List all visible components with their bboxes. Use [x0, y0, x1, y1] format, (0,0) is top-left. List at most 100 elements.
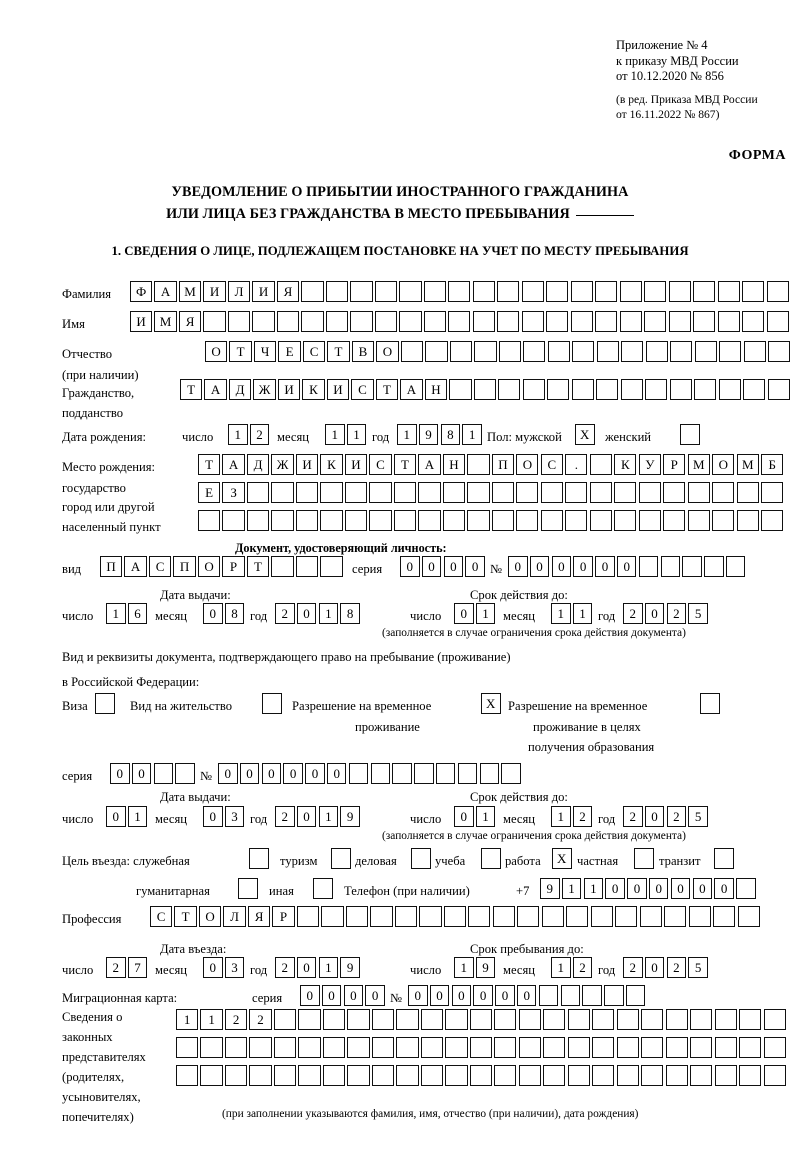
char-box[interactable]: Т: [174, 906, 197, 927]
char-box[interactable]: [392, 763, 412, 784]
checkbox-purpose-transit[interactable]: [714, 848, 736, 869]
char-box[interactable]: М: [736, 454, 759, 475]
char-box[interactable]: [736, 510, 759, 531]
char-box[interactable]: [393, 510, 417, 531]
char-box[interactable]: [522, 379, 545, 400]
char-box[interactable]: Н: [442, 454, 466, 475]
char-box[interactable]: [467, 510, 490, 531]
char-box[interactable]: [546, 311, 569, 332]
char-box[interactable]: [399, 311, 422, 332]
char-box[interactable]: [296, 906, 320, 927]
char-box[interactable]: [714, 1037, 737, 1058]
char-box[interactable]: [301, 281, 324, 302]
char-box[interactable]: [348, 763, 369, 784]
char-box[interactable]: 1: [475, 806, 496, 827]
char-box[interactable]: 1: [572, 603, 593, 624]
char-box[interactable]: [590, 906, 613, 927]
char-box[interactable]: 2: [666, 806, 687, 827]
char-box[interactable]: [596, 379, 619, 400]
char-box[interactable]: 0: [203, 603, 223, 624]
char-box[interactable]: X: [481, 693, 501, 714]
char-box[interactable]: [494, 1065, 517, 1086]
char-box[interactable]: [491, 510, 514, 531]
char-box[interactable]: [435, 763, 456, 784]
checkbox-purpose-tourism[interactable]: [331, 848, 353, 869]
char-box[interactable]: [766, 281, 789, 302]
char-box[interactable]: [273, 1065, 297, 1086]
char-box[interactable]: 1: [346, 424, 367, 445]
char-box[interactable]: 0: [529, 556, 550, 577]
char-box[interactable]: [445, 1037, 468, 1058]
char-box[interactable]: [322, 1037, 346, 1058]
char-box[interactable]: [693, 311, 716, 332]
char-box[interactable]: О: [712, 454, 735, 475]
char-box[interactable]: [682, 556, 702, 577]
char-box[interactable]: А: [154, 281, 177, 302]
char-box[interactable]: 1: [551, 806, 571, 827]
char-box[interactable]: 0: [644, 957, 665, 978]
char-box[interactable]: [200, 1037, 223, 1058]
char-box[interactable]: 0: [296, 603, 317, 624]
checkbox-purpose-study[interactable]: [481, 848, 503, 869]
char-box[interactable]: [644, 311, 667, 332]
checkbox-residence-permit[interactable]: [262, 693, 284, 714]
char-box[interactable]: 0: [283, 763, 303, 784]
char-box[interactable]: 2: [106, 957, 126, 978]
char-box[interactable]: [543, 1009, 566, 1030]
char-box[interactable]: А: [124, 556, 147, 577]
char-box[interactable]: [474, 341, 497, 362]
char-box[interactable]: [295, 510, 319, 531]
checkbox-purpose-business[interactable]: [411, 848, 433, 869]
char-box[interactable]: [411, 848, 431, 869]
char-box[interactable]: [620, 379, 643, 400]
char-box[interactable]: [690, 1037, 713, 1058]
char-box[interactable]: 2: [623, 957, 643, 978]
char-box[interactable]: [638, 482, 661, 503]
char-box[interactable]: Ф: [130, 281, 153, 302]
char-box[interactable]: 1: [200, 1009, 223, 1030]
char-box[interactable]: [497, 281, 520, 302]
char-box[interactable]: [547, 379, 570, 400]
checkbox-purpose-work[interactable]: X: [552, 848, 574, 869]
char-box[interactable]: [203, 311, 226, 332]
field-birth-place-row-3[interactable]: [198, 510, 786, 531]
char-box[interactable]: [589, 510, 612, 531]
char-box[interactable]: 2: [275, 603, 295, 624]
char-box[interactable]: [665, 1065, 688, 1086]
char-box[interactable]: [393, 482, 417, 503]
char-box[interactable]: [767, 379, 790, 400]
char-box[interactable]: [249, 848, 269, 869]
char-box[interactable]: [396, 1037, 419, 1058]
char-box[interactable]: [423, 281, 446, 302]
char-box[interactable]: [481, 848, 501, 869]
char-box[interactable]: 2: [666, 603, 687, 624]
char-box[interactable]: [567, 1037, 590, 1058]
char-box[interactable]: [596, 341, 619, 362]
char-box[interactable]: [736, 878, 756, 899]
char-box[interactable]: [766, 311, 789, 332]
char-box[interactable]: [589, 454, 612, 475]
char-box[interactable]: [616, 1065, 639, 1086]
char-box[interactable]: Ч: [253, 341, 277, 362]
char-box[interactable]: [271, 482, 294, 503]
char-box[interactable]: X: [575, 424, 595, 445]
char-box[interactable]: 8: [224, 603, 245, 624]
char-box[interactable]: [518, 1009, 541, 1030]
char-box[interactable]: Ж: [271, 454, 294, 475]
char-box[interactable]: С: [540, 454, 563, 475]
char-box[interactable]: 0: [300, 985, 320, 1006]
char-box[interactable]: [238, 878, 258, 899]
char-box[interactable]: 3: [224, 957, 245, 978]
char-box[interactable]: [540, 482, 563, 503]
char-box[interactable]: Ж: [253, 379, 276, 400]
char-box[interactable]: 1: [454, 957, 474, 978]
char-box[interactable]: [717, 311, 740, 332]
char-box[interactable]: [763, 1037, 786, 1058]
